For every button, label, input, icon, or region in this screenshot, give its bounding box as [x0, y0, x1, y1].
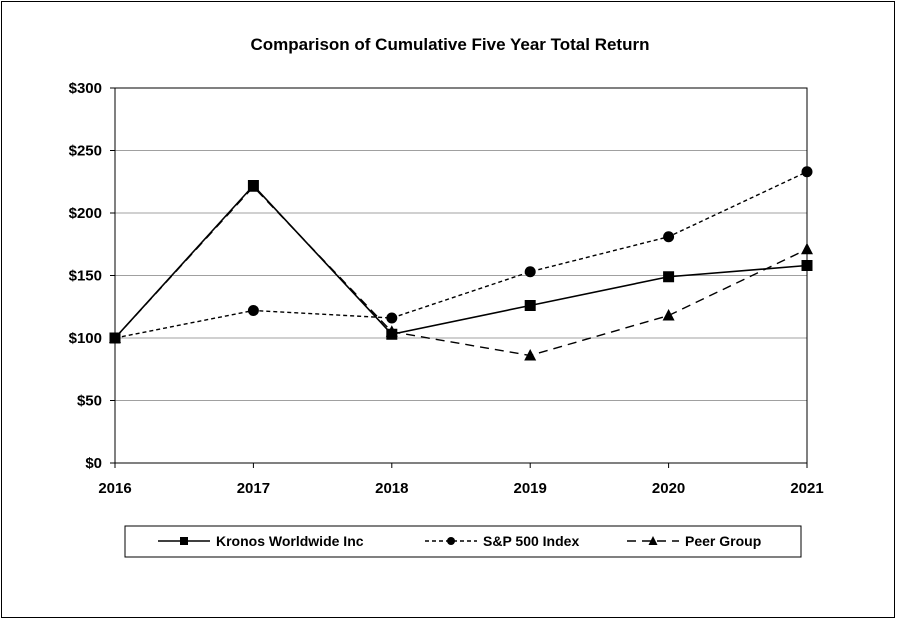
legend-item: Peer Group: [627, 533, 761, 549]
x-tick-label: 2016: [98, 480, 131, 497]
data-point: [663, 271, 675, 283]
series-line: [114, 185, 808, 357]
data-point: [663, 231, 675, 243]
x-tick-label: 2020: [652, 480, 685, 497]
data-point: [524, 266, 536, 278]
legend-marker: [180, 537, 188, 545]
data-point: [109, 332, 121, 344]
y-tick-label: $150: [69, 268, 102, 285]
series-line: [114, 171, 808, 339]
data-point: [801, 260, 813, 271]
x-axis: 2016 2017 2018 2019 2020 2021: [98, 463, 824, 497]
series-s-p-500-index: [109, 166, 813, 344]
series-kronos-worldwide-inc: [109, 180, 813, 344]
legend-item: Kronos Worldwide Inc: [158, 533, 364, 549]
x-tick-label: 2019: [514, 480, 547, 497]
series-group: [109, 166, 813, 361]
gridlines: [115, 87, 807, 464]
legend-item: S&P 500 Index: [425, 533, 579, 549]
legend-marker: [447, 537, 455, 545]
y-tick-label: $300: [69, 80, 102, 97]
y-tick-label: $50: [77, 393, 102, 410]
data-point: [247, 305, 259, 316]
data-point: [247, 180, 259, 191]
legend-marker: [648, 536, 658, 545]
legend: Kronos Worldwide Inc S&P 500 Index Peer Gr…: [124, 525, 802, 558]
y-tick-label: $0: [85, 455, 102, 472]
series-peer-group: [109, 180, 813, 361]
data-point: [386, 328, 398, 340]
y-tick-label: $100: [69, 330, 102, 347]
y-tick-label: $250: [69, 143, 102, 160]
data-point: [524, 300, 536, 311]
x-tick-label: 2018: [375, 480, 408, 497]
data-point: [801, 242, 813, 255]
x-tick-label: 2017: [237, 480, 270, 497]
x-tick-label: 2021: [790, 480, 823, 497]
data-point: [524, 349, 537, 361]
legend-label: Peer Group: [685, 533, 761, 549]
data-point: [801, 166, 813, 178]
legend-label: Kronos Worldwide Inc: [216, 533, 364, 549]
data-point: [662, 309, 675, 321]
y-tick-label: $200: [69, 205, 102, 222]
data-point: [386, 312, 398, 324]
chart-title: Comparison of Cumulative Five Year Total…: [251, 35, 650, 54]
y-axis: $0 $50 $100 $150 $200 $250 $300: [69, 80, 115, 472]
legend-label: S&P 500 Index: [483, 533, 579, 549]
series-line: [114, 184, 808, 339]
